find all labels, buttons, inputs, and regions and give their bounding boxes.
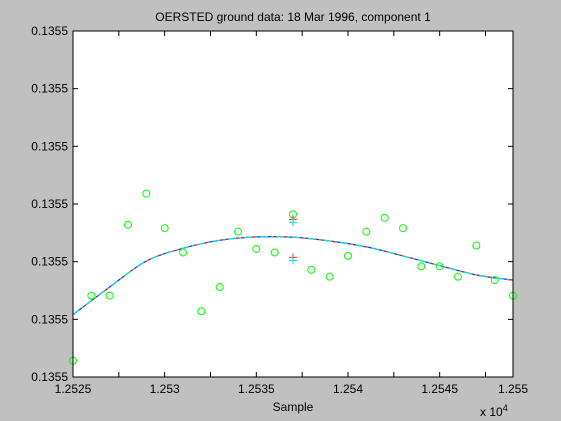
data-marker-group [69, 189, 517, 365]
data-point-circle [179, 248, 187, 257]
data-point-circle [380, 213, 389, 222]
data-point-circle [142, 189, 151, 198]
y-tick-label: 0.1355 [31, 370, 68, 384]
data-point-circle [417, 262, 426, 271]
x-axis-label: Sample [273, 400, 314, 414]
data-point-circle [234, 227, 242, 236]
data-point-circle [160, 224, 169, 233]
x-tick-label: 1.255 [498, 382, 528, 396]
data-point-circle [87, 291, 96, 300]
data-point-circle [252, 244, 261, 253]
data-point-circle [215, 283, 224, 292]
x-exponent-base: x 10 [480, 405, 503, 419]
plot-area [73, 31, 513, 377]
fit-curve-group [72, 235, 514, 316]
data-point-circle [362, 227, 371, 236]
plus-marker [289, 253, 297, 265]
data-point-circle [270, 248, 279, 257]
plus-marker [289, 215, 297, 227]
x-tick-label: 1.254 [333, 382, 363, 396]
y-tick-label: 0.1355 [31, 255, 68, 269]
data-point-circle [197, 307, 206, 316]
data-point-circle [472, 241, 481, 250]
x-exponent-label: x 104 [480, 403, 508, 419]
data-point-circle [399, 224, 407, 233]
y-tick-label: 0.1355 [31, 139, 68, 153]
data-point-circle [490, 276, 499, 285]
data-point-circle [105, 291, 114, 300]
data-point-circle [344, 251, 352, 260]
data-point-circle [325, 272, 334, 281]
y-tick-label: 0.1355 [31, 312, 68, 326]
axis-ticks: 1.2525 1.253 1.2535 1.254 1.2545 1.255 0.1355 0… [31, 24, 528, 396]
fit-line-dashdot [72, 235, 514, 316]
x-tick-label: 1.2535 [238, 382, 275, 396]
x-tick-label: 1.253 [150, 382, 180, 396]
data-point-circle [454, 272, 462, 281]
y-tick-label: 0.1355 [31, 82, 68, 96]
x-exponent-power: 4 [503, 403, 508, 413]
chart-title: OERSTED ground data: 18 Mar 1996, compon… [155, 10, 431, 24]
data-point-circle [124, 220, 132, 229]
data-point-circle [307, 265, 316, 274]
y-tick-label: 0.1355 [31, 24, 68, 38]
x-tick-label: 1.2545 [421, 382, 458, 396]
x-tick-label: 1.2525 [55, 382, 92, 396]
data-point-circle [435, 262, 444, 271]
y-tick-label: 0.1355 [31, 197, 68, 211]
